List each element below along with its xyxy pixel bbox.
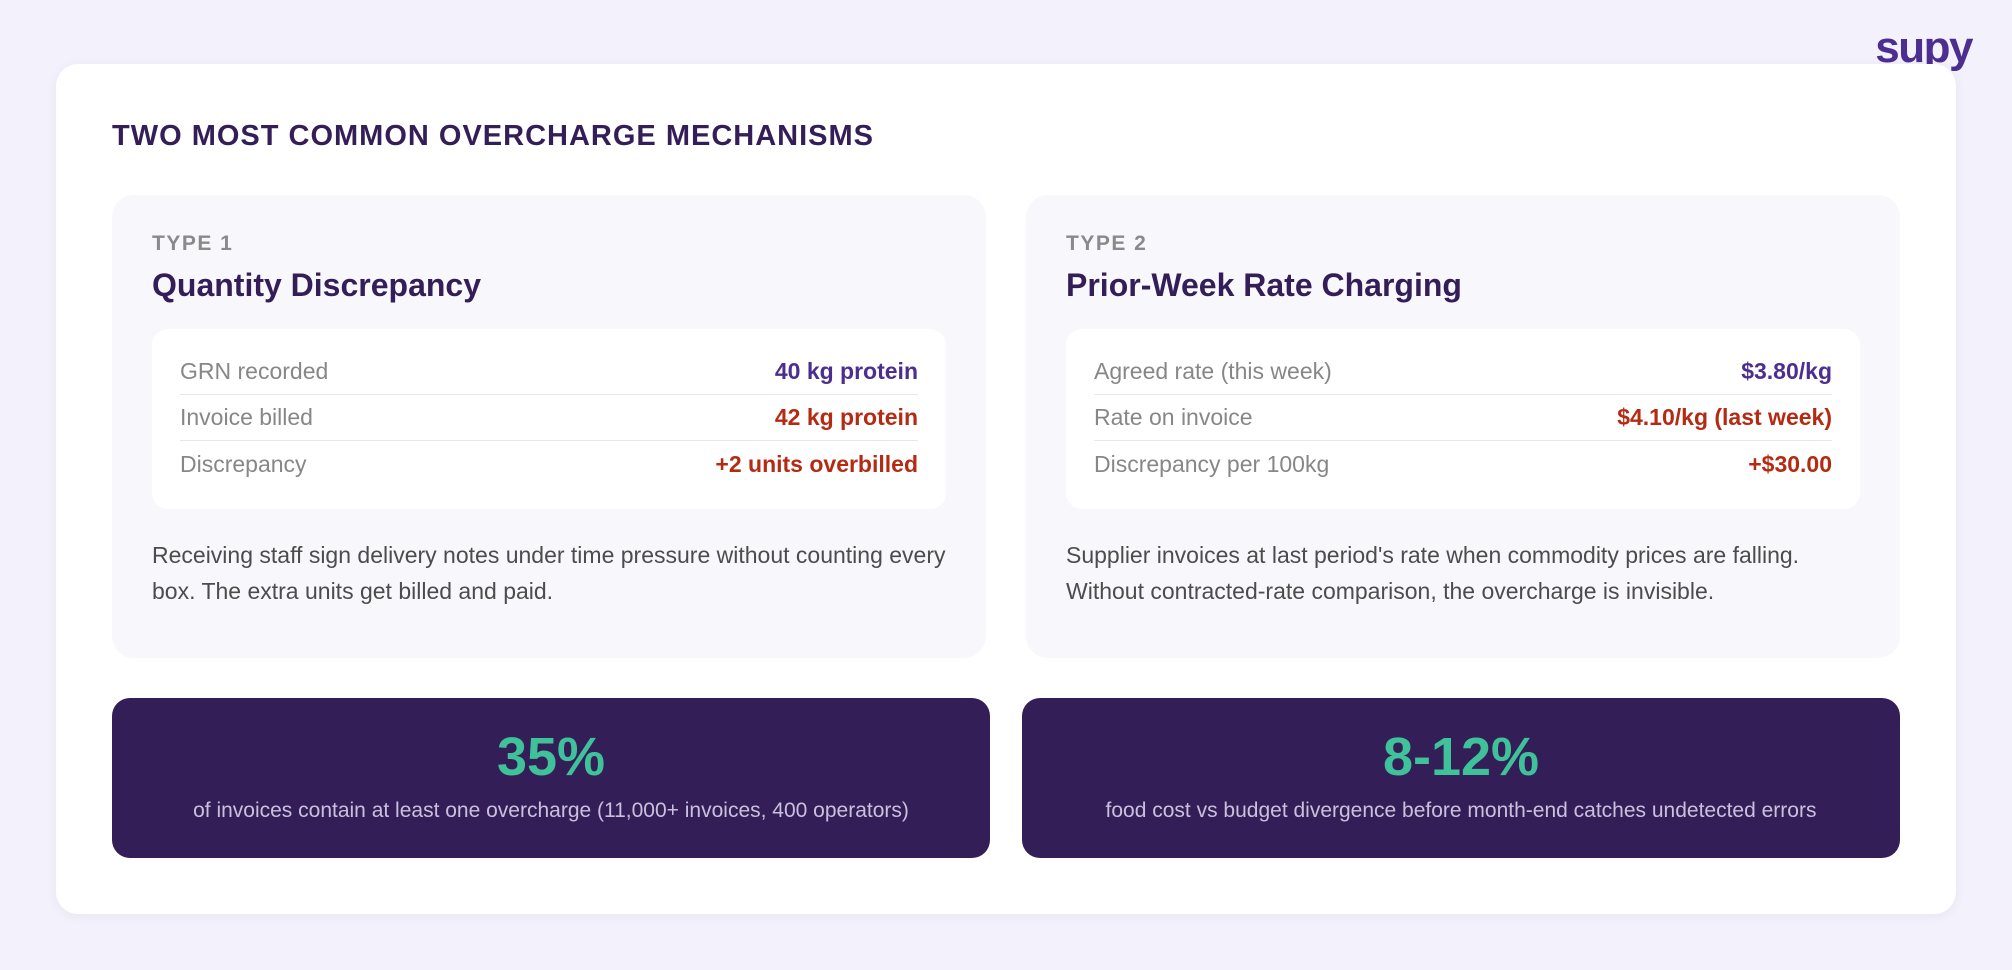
table-row: GRN recorded 40 kg protein (180, 349, 918, 396)
stat-value: 8-12% (1382, 727, 1540, 787)
table-row: Discrepancy per 100kg +$30.00 (1094, 441, 1832, 487)
stat-card-food-cost-divergence: 8-12% food cost vs budget divergence bef… (1022, 698, 1900, 858)
table-row: Invoice billed 42 kg protein (180, 395, 918, 442)
type-label: TYPE 2 (1066, 232, 1148, 255)
table-row: Rate on invoice $4.10/kg (last week) (1094, 395, 1832, 442)
row-value: +2 units overbilled (715, 450, 918, 477)
row-value: 42 kg protein (774, 404, 918, 431)
row-label: Invoice billed (180, 404, 313, 431)
row-label: Discrepancy (180, 450, 307, 477)
comparison-table: Agreed rate (this week) $3.80/kg Rate on… (1066, 329, 1860, 510)
row-label: Rate on invoice (1094, 404, 1253, 431)
content-card: TWO MOST COMMON OVERCHARGE MECHANISMS TY… (56, 64, 1956, 914)
type-panel-prior-week-rate: TYPE 2 Prior-Week Rate Charging Agreed r… (1026, 195, 1900, 658)
stat-value: 35% (496, 727, 606, 787)
type-title: Quantity Discrepancy (152, 267, 481, 303)
row-value: $3.80/kg (1741, 358, 1832, 385)
type-label: TYPE 1 (152, 232, 234, 255)
row-label: GRN recorded (180, 358, 329, 385)
stat-card-overcharge-rate: 35% of invoices contain at least one ove… (112, 698, 990, 858)
supy-logo: supy (1875, 23, 1973, 72)
type-description: Receiving staff sign delivery notes unde… (152, 542, 946, 605)
row-value: +$30.00 (1748, 450, 1832, 477)
comparison-table: GRN recorded 40 kg protein Invoice bille… (152, 329, 946, 510)
type-description: Supplier invoices at last period's rate … (1066, 542, 1800, 605)
row-value: 40 kg protein (774, 358, 918, 385)
stat-caption: food cost vs budget divergence before mo… (1105, 799, 1817, 822)
mechanism-types: TYPE 1 Quantity Discrepancy GRN recorded… (112, 195, 1900, 658)
stat-caption: of invoices contain at least one overcha… (193, 799, 909, 822)
stats-row: 35% of invoices contain at least one ove… (112, 698, 1900, 858)
table-row: Discrepancy +2 units overbilled (180, 441, 918, 487)
type-panel-quantity-discrepancy: TYPE 1 Quantity Discrepancy GRN recorded… (112, 195, 986, 658)
page-title: TWO MOST COMMON OVERCHARGE MECHANISMS (112, 120, 874, 152)
table-row: Agreed rate (this week) $3.80/kg (1094, 349, 1832, 396)
row-label: Discrepancy per 100kg (1094, 450, 1330, 477)
row-label: Agreed rate (this week) (1094, 358, 1332, 385)
type-title: Prior-Week Rate Charging (1066, 267, 1462, 303)
row-value: $4.10/kg (last week) (1617, 404, 1832, 431)
